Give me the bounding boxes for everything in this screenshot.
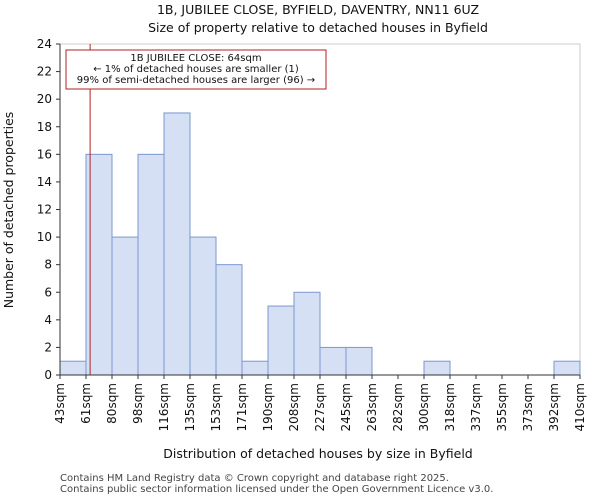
x-tick-label: 98sqm — [131, 383, 145, 424]
x-tick-label: 227sqm — [313, 383, 327, 431]
y-tick-label: 20 — [37, 92, 52, 106]
y-tick-label: 6 — [44, 285, 52, 299]
x-tick-label: 190sqm — [261, 383, 275, 431]
y-tick-label: 0 — [44, 368, 52, 382]
histogram-bar — [293, 291, 321, 376]
y-tick-label: 14 — [37, 175, 52, 189]
histogram-bar — [189, 236, 217, 376]
annotation-line: 1B JUBILEE CLOSE: 64sqm — [130, 53, 261, 64]
x-tick-label: 282sqm — [391, 383, 405, 431]
y-tick-label: 18 — [37, 120, 52, 134]
x-tick-label: 80sqm — [105, 383, 119, 424]
y-tick-label: 24 — [37, 37, 52, 51]
y-tick-label: 2 — [44, 340, 52, 354]
histogram-bar — [423, 360, 451, 376]
histogram-bar — [345, 346, 373, 376]
histogram-bar — [215, 264, 243, 376]
histogram-bar — [59, 360, 87, 376]
x-tick-label: 392sqm — [547, 383, 561, 431]
histogram-bar — [111, 236, 139, 376]
annotation-line: 99% of semi-detached houses are larger (… — [77, 75, 315, 86]
histogram-bar — [137, 153, 165, 376]
histogram-bar — [319, 346, 347, 376]
chart-title: 1B, JUBILEE CLOSE, BYFIELD, DAVENTRY, NN… — [157, 2, 479, 17]
y-tick-label: 12 — [37, 203, 52, 217]
y-axis-label: Number of detached properties — [1, 112, 16, 309]
x-tick-label: 355sqm — [495, 383, 509, 431]
y-tick-label: 8 — [44, 258, 52, 272]
footer-attribution-1: Contains HM Land Registry data © Crown c… — [60, 473, 449, 484]
histogram-bar — [163, 112, 191, 376]
y-tick-label: 22 — [37, 65, 52, 79]
histogram-bar — [267, 305, 295, 376]
y-tick-label: 10 — [37, 230, 52, 244]
annotation-line: ← 1% of detached houses are smaller (1) — [93, 64, 299, 75]
x-tick-label: 410sqm — [573, 383, 587, 431]
x-tick-label: 116sqm — [157, 383, 171, 431]
footer-attribution-2: Contains public sector information licen… — [60, 484, 494, 495]
chart-subtitle: Size of property relative to detached ho… — [148, 20, 488, 35]
x-tick-label: 300sqm — [417, 383, 431, 431]
histogram-bar — [553, 360, 581, 376]
x-tick-label: 373sqm — [521, 383, 535, 431]
x-tick-label: 153sqm — [209, 383, 223, 431]
x-tick-label: 61sqm — [79, 383, 93, 424]
x-tick-label: 208sqm — [287, 383, 301, 431]
y-tick-label: 4 — [44, 313, 52, 327]
x-tick-label: 263sqm — [365, 383, 379, 431]
x-tick-label: 135sqm — [183, 383, 197, 431]
x-tick-label: 337sqm — [469, 383, 483, 431]
annotation-box — [65, 49, 327, 90]
x-tick-label: 318sqm — [443, 383, 457, 431]
histogram-bar — [241, 360, 269, 376]
x-axis-label: Distribution of detached houses by size … — [163, 446, 473, 461]
x-tick-label: 245sqm — [339, 383, 353, 431]
x-tick-label: 171sqm — [235, 383, 249, 431]
x-tick-label: 43sqm — [53, 383, 67, 424]
y-tick-label: 16 — [37, 147, 52, 161]
